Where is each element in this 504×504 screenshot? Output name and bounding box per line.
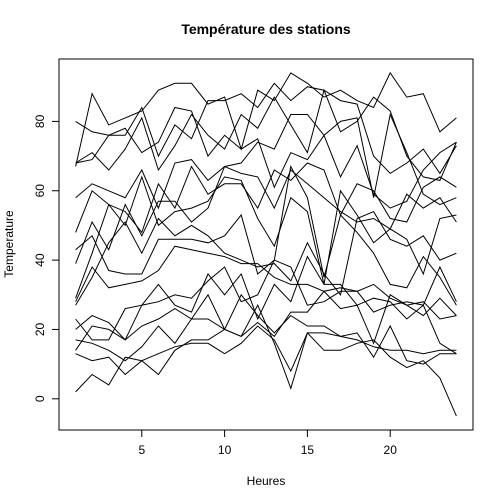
series-line-16 xyxy=(75,325,457,417)
series-line-11 xyxy=(75,245,457,317)
y-tick-label: 40 xyxy=(33,253,47,267)
plot-area-frame xyxy=(58,58,474,431)
series-line-3 xyxy=(75,88,457,181)
x-tick-label: 5 xyxy=(138,443,145,457)
series-line-5 xyxy=(75,112,457,210)
series-lines xyxy=(75,71,457,417)
series-line-7 xyxy=(75,165,457,264)
series-line-2 xyxy=(75,82,457,175)
y-tick-label: 80 xyxy=(33,114,47,128)
x-axis: 5 10 15 20 xyxy=(138,429,398,457)
series-line-6 xyxy=(75,162,457,234)
series-line-14 xyxy=(75,290,457,351)
series-line-17 xyxy=(75,304,457,393)
x-axis-label: Heures xyxy=(247,474,286,488)
series-line-8 xyxy=(75,175,457,299)
x-tick-label: 10 xyxy=(218,443,232,457)
series-line-1 xyxy=(75,71,457,167)
series-line-13 xyxy=(75,255,457,341)
x-tick-label: 15 xyxy=(301,443,315,457)
series-line-4 xyxy=(75,106,457,209)
y-tick-label: 60 xyxy=(33,184,47,198)
series-line-9 xyxy=(75,210,457,306)
y-axis: 0 20 40 60 80 xyxy=(33,114,60,402)
x-tick-label: 20 xyxy=(384,443,398,457)
y-tick-label: 20 xyxy=(33,322,47,336)
y-tick-label: 0 xyxy=(33,395,47,402)
series-line-10 xyxy=(75,164,457,306)
series-line-15 xyxy=(75,293,457,362)
chart-title: Température des stations xyxy=(181,21,351,37)
y-axis-label: Temperature xyxy=(2,210,16,278)
